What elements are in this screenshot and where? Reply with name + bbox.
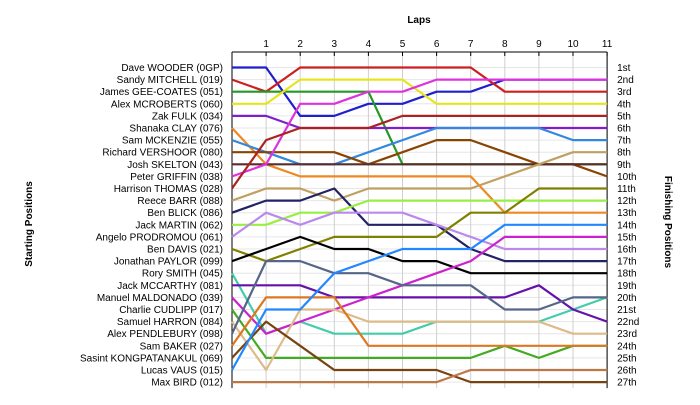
series-line bbox=[231, 260, 608, 335]
driver-label: Sandy MITCHELL (019) bbox=[117, 75, 223, 86]
driver-label: Sam MCKENZIE (055) bbox=[122, 136, 223, 147]
driver-label: Jack MCCARTHY (081) bbox=[117, 281, 223, 292]
series-line bbox=[231, 114, 608, 190]
driver-label: Angelo PRODROMOU (061) bbox=[96, 232, 223, 243]
finishing-position-label: 27th bbox=[617, 378, 636, 389]
finishing-position-label: 21st bbox=[617, 305, 636, 316]
driver-label: Max BIRD (012) bbox=[151, 378, 223, 389]
series-line bbox=[231, 187, 608, 263]
driver-label: Zak FULK (034) bbox=[152, 111, 223, 122]
finishing-position-label: 7th bbox=[617, 136, 631, 147]
lap-tick-label: 1 bbox=[263, 39, 269, 50]
driver-label: Ben DAVIS (021) bbox=[147, 245, 223, 256]
finishing-position-label: 9th bbox=[617, 160, 631, 171]
driver-label: Richard VERSHOOR (080) bbox=[102, 148, 223, 159]
series-line bbox=[231, 151, 608, 202]
series-line bbox=[231, 78, 608, 178]
finishing-position-label: 11th bbox=[617, 184, 636, 195]
finishing-position-label: 18th bbox=[617, 269, 636, 280]
series-line bbox=[232, 114, 608, 130]
driver-label: Manuel MALDONADO (039) bbox=[97, 293, 223, 304]
driver-label: Josh SKELTON (043) bbox=[127, 160, 223, 171]
lap-tick-label: 7 bbox=[468, 39, 474, 50]
finishing-position-label: 25th bbox=[617, 353, 636, 364]
axis-labels: 1 2 3 4 5 6 7 8 9 10 11 Dave WOODER (0GP)Sandy MITC… bbox=[80, 39, 639, 389]
finishing-position-label: 26th bbox=[617, 366, 636, 377]
y-axis-title-right: Finishing Positions bbox=[662, 176, 673, 269]
series-line bbox=[232, 139, 608, 178]
position-lines bbox=[231, 66, 608, 384]
finishing-position-label: 20th bbox=[617, 293, 636, 304]
series-line bbox=[231, 127, 608, 214]
driver-label: Alex PENDLEBURY (098) bbox=[107, 329, 223, 340]
x-axis-title: Laps bbox=[407, 15, 431, 26]
finishing-position-label: 23rd bbox=[617, 329, 637, 340]
finishing-position-label: 2nd bbox=[617, 75, 634, 86]
driver-label: Shanaka CLAY (076) bbox=[129, 124, 223, 135]
finishing-position-label: 22nd bbox=[617, 317, 639, 328]
lap-tick-label: 11 bbox=[602, 39, 613, 50]
y-axis-title-left: Starting Positions bbox=[24, 181, 35, 267]
lap-tick-label: 4 bbox=[366, 39, 372, 50]
finishing-position-label: 6th bbox=[617, 124, 631, 135]
lap-tick-label: 5 bbox=[400, 39, 406, 50]
series-line bbox=[231, 187, 608, 263]
driver-label: Reece BARR (088) bbox=[137, 196, 223, 207]
finishing-position-label: 14th bbox=[617, 220, 636, 231]
finishing-position-label: 13th bbox=[617, 208, 636, 219]
finishing-position-label: 8th bbox=[617, 148, 631, 159]
driver-label: Peter GRIFFIN (038) bbox=[130, 172, 223, 183]
series-line bbox=[232, 199, 608, 226]
driver-label: Jonathan PAYLOR (099) bbox=[114, 257, 223, 268]
driver-label: Samuel HARRON (084) bbox=[117, 317, 223, 328]
lap-tick-label: 10 bbox=[567, 39, 579, 50]
finishing-position-label: 3rd bbox=[617, 87, 631, 98]
driver-label: Sam BAKER (027) bbox=[140, 341, 223, 352]
series-line bbox=[232, 368, 608, 384]
driver-label: Charlie CUDLIPP (017) bbox=[119, 305, 223, 316]
driver-label: Ben BLICK (086) bbox=[147, 208, 223, 219]
finishing-position-label: 10th bbox=[617, 172, 636, 183]
finishing-position-label: 19th bbox=[617, 281, 636, 292]
series-line bbox=[231, 211, 608, 251]
finishing-position-label: 24th bbox=[617, 341, 636, 352]
driver-label: Jack MARTIN (062) bbox=[135, 220, 223, 231]
series-line bbox=[231, 66, 608, 93]
series-line bbox=[231, 126, 608, 166]
finishing-position-label: 15th bbox=[617, 232, 636, 243]
driver-label: Harrison THOMAS (028) bbox=[114, 184, 223, 195]
lap-tick-label: 2 bbox=[297, 39, 303, 50]
driver-label: Dave WOODER (0GP) bbox=[121, 63, 223, 74]
lap-tick-label: 9 bbox=[536, 39, 542, 50]
finishing-position-label: 12th bbox=[617, 196, 636, 207]
finishing-position-label: 5th bbox=[617, 111, 631, 122]
series-line bbox=[231, 272, 608, 335]
lap-tick-label: 6 bbox=[434, 39, 440, 50]
series-line bbox=[231, 308, 608, 359]
series-line bbox=[231, 235, 608, 335]
finishing-position-label: 1st bbox=[617, 63, 631, 74]
finishing-position-label: 16th bbox=[617, 245, 636, 256]
series-line bbox=[231, 320, 608, 384]
series-line bbox=[231, 223, 608, 371]
lap-tick-label: 3 bbox=[332, 39, 338, 50]
series-line bbox=[231, 296, 608, 347]
series-line bbox=[232, 284, 608, 323]
series-line bbox=[231, 308, 608, 372]
series-line bbox=[231, 235, 608, 275]
driver-label: Alex MCROBERTS (060) bbox=[111, 99, 223, 110]
lap-tick-label: 8 bbox=[502, 39, 508, 50]
driver-label: Lucas VAUS (015) bbox=[141, 366, 223, 377]
driver-label: Rory SMITH (045) bbox=[142, 269, 223, 280]
series-line bbox=[232, 78, 608, 105]
finishing-position-label: 17th bbox=[617, 257, 636, 268]
driver-label: James GEE-COATES (051) bbox=[100, 87, 223, 98]
finishing-position-label: 4th bbox=[617, 99, 631, 110]
driver-label: Sasint KONGPATANAKUL (069) bbox=[80, 353, 223, 364]
